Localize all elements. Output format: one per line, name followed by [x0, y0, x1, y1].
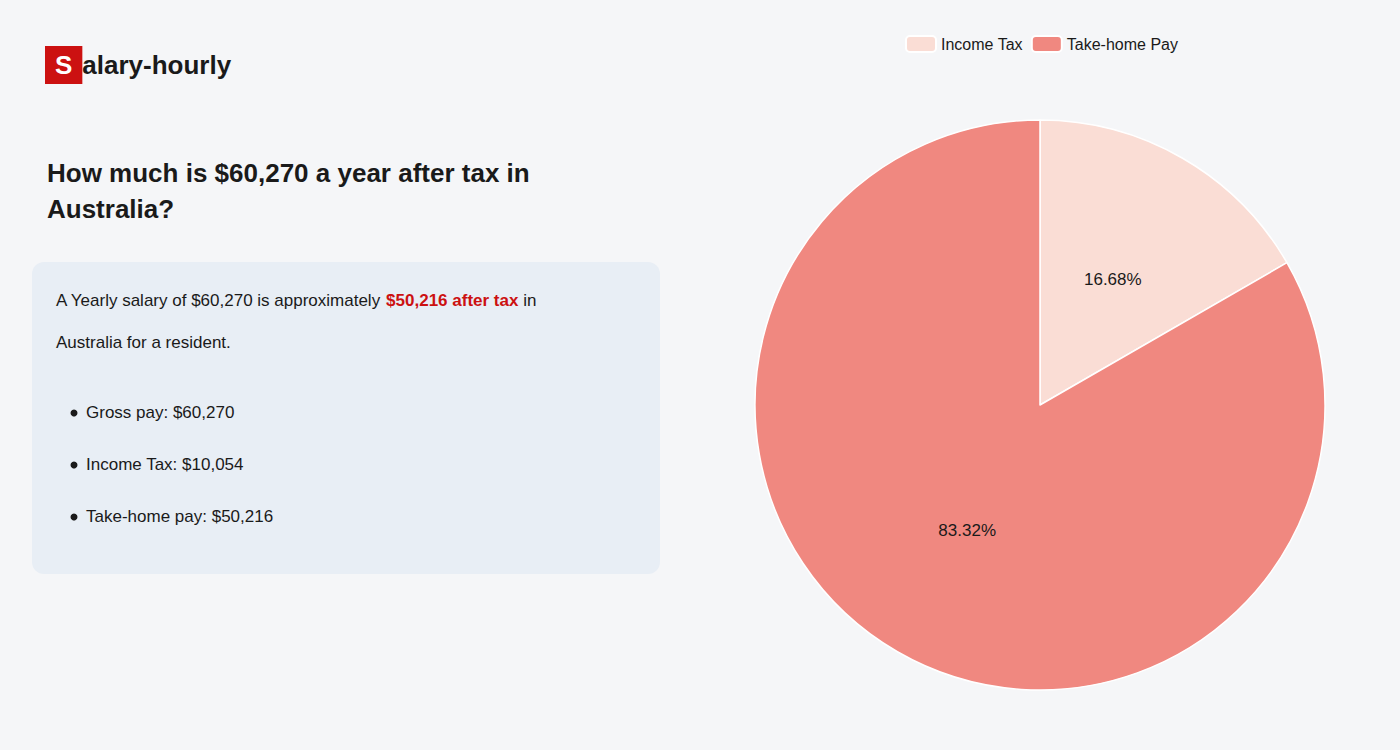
svg-text:Take-home pay: $50,216: Take-home pay: $50,216 [86, 507, 273, 526]
svg-text:alary-hourly: alary-hourly [82, 50, 231, 80]
svg-text:16.68%: 16.68% [1084, 270, 1142, 289]
svg-text:83.32%: 83.32% [938, 521, 996, 540]
svg-text:Take-home Pay: Take-home Pay [1067, 36, 1178, 53]
svg-text:$50,216 after tax: $50,216 after tax [386, 291, 519, 310]
svg-text:in: in [518, 291, 536, 310]
svg-text:Gross pay: $60,270: Gross pay: $60,270 [86, 403, 234, 422]
svg-text:S: S [55, 50, 72, 80]
svg-text:Australia for a resident.: Australia for a resident. [56, 333, 231, 352]
svg-text:Australia?: Australia? [47, 194, 174, 224]
svg-text:Income Tax: Income Tax [941, 36, 1023, 53]
svg-text:How much is $60,270 a year aft: How much is $60,270 a year after tax in [47, 158, 530, 188]
svg-text:A Yearly salary of $60,270 is: A Yearly salary of $60,270 is approximat… [56, 291, 385, 310]
svg-text:Income Tax: $10,054: Income Tax: $10,054 [86, 455, 244, 474]
